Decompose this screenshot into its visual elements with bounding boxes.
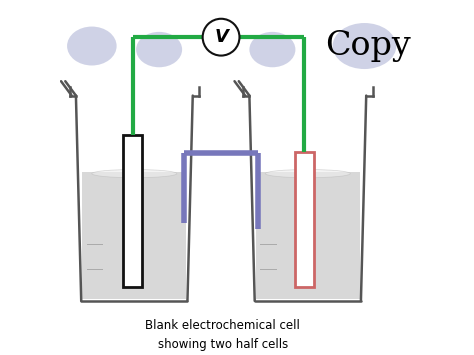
- Bar: [256, 172, 360, 299]
- Ellipse shape: [136, 32, 182, 67]
- Text: V: V: [214, 28, 228, 46]
- Bar: [82, 172, 186, 299]
- Ellipse shape: [333, 23, 396, 69]
- Circle shape: [203, 19, 239, 56]
- Bar: [294, 152, 314, 287]
- Text: Blank electrochemical cell
showing two half cells: Blank electrochemical cell showing two h…: [146, 318, 300, 350]
- Text: Copy: Copy: [325, 30, 411, 62]
- Bar: [123, 135, 142, 287]
- Ellipse shape: [92, 169, 177, 178]
- Ellipse shape: [265, 169, 350, 178]
- Ellipse shape: [67, 27, 117, 65]
- Ellipse shape: [249, 32, 295, 67]
